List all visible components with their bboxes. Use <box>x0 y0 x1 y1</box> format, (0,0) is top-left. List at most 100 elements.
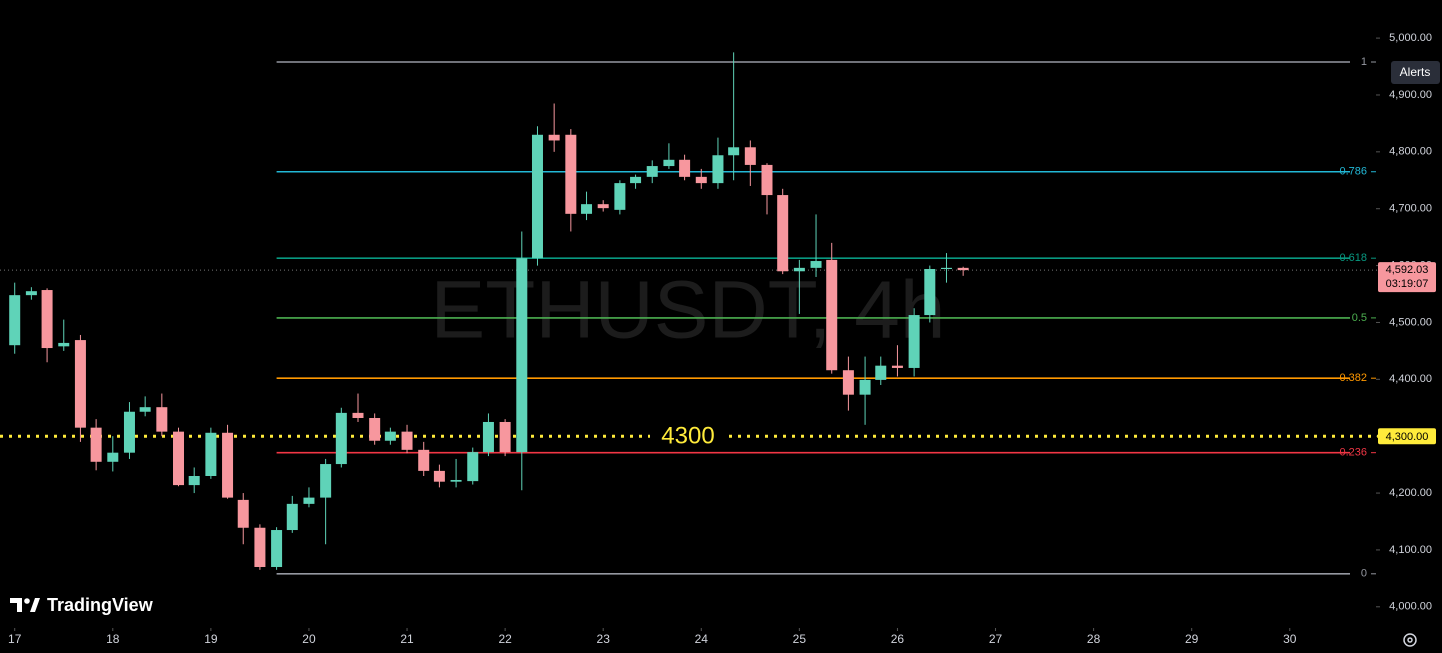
y-tick-label: 4,100.00 <box>1389 544 1432 556</box>
candle-body <box>384 431 396 441</box>
y-tick-label: 4,700.00 <box>1389 203 1432 215</box>
watermark: ETHUSDT, 4h <box>431 265 946 356</box>
candle-body <box>205 432 217 477</box>
alerts-button[interactable]: Alerts <box>1391 61 1440 84</box>
alerts-button-bg <box>1391 61 1440 84</box>
candle-body <box>548 134 560 141</box>
candle-body <box>908 315 920 368</box>
candle-body <box>499 421 511 453</box>
fib-level-label: 0.786 <box>1339 166 1367 178</box>
logo-icon-slash <box>30 598 40 612</box>
last-price-label-bg <box>1378 262 1436 293</box>
y-tick-label: 4,400.00 <box>1389 373 1432 385</box>
candle-body <box>320 464 332 498</box>
candle-body <box>41 290 53 349</box>
alerts-button-label: Alerts <box>1400 65 1431 79</box>
candle-body <box>25 291 37 296</box>
x-tick-label: 23 <box>597 632 611 646</box>
candle-body <box>123 411 135 453</box>
candle-body <box>565 134 577 214</box>
candle-body <box>173 431 185 486</box>
candle-body <box>940 267 952 269</box>
x-tick-label: 29 <box>1185 632 1199 646</box>
y-tick-label: 4,900.00 <box>1389 89 1432 101</box>
logo-text: TradingView <box>47 595 154 615</box>
candle-body <box>679 159 691 177</box>
horizontal-line-text: 4300 <box>661 423 714 450</box>
candle-body <box>924 268 936 316</box>
fib-level-label: 0.236 <box>1339 447 1367 459</box>
x-tick-label: 28 <box>1087 632 1101 646</box>
logo-icon <box>10 598 22 612</box>
candle-body <box>531 134 543 259</box>
x-tick-label: 20 <box>302 632 316 646</box>
candle-body <box>777 195 789 272</box>
gear-ring <box>1403 633 1417 647</box>
fib-level-label: 0.5 <box>1352 312 1367 324</box>
countdown-label: 03:19:07 <box>1386 278 1429 290</box>
candle-body <box>74 340 86 428</box>
x-tick-label: 17 <box>8 632 22 646</box>
candle-body <box>401 431 413 450</box>
candle-body <box>744 147 756 165</box>
candle-body <box>761 164 773 196</box>
y-tick-label: 5,000.00 <box>1389 32 1432 44</box>
candle-body <box>139 407 151 412</box>
x-tick-label: 22 <box>498 632 512 646</box>
candle-body <box>286 503 298 531</box>
candle-body <box>418 449 430 471</box>
logo[interactable]: TradingView <box>10 595 154 615</box>
last-price-label: 4,592.03 <box>1386 264 1429 276</box>
candle-body <box>614 183 626 210</box>
candle-body <box>369 417 381 441</box>
settings-icon[interactable] <box>1403 633 1417 647</box>
logo-icon-dot <box>24 598 30 604</box>
candle-body <box>303 497 315 504</box>
x-tick-label: 18 <box>106 632 120 646</box>
candle-body <box>156 407 168 432</box>
hline-axis-label: 4,300.00 <box>1386 431 1429 443</box>
candle-body <box>695 176 707 184</box>
candle-body <box>712 155 724 184</box>
hline-axis-label-bg <box>1378 428 1436 445</box>
candle-body <box>859 379 871 395</box>
candle-body <box>450 479 462 482</box>
candle-body <box>810 261 822 268</box>
candle-body <box>663 159 675 167</box>
candle-body <box>630 176 642 184</box>
candle-body <box>516 258 528 453</box>
candle-body <box>891 365 903 368</box>
y-tick-label: 4,200.00 <box>1389 487 1432 499</box>
candle-body <box>222 432 234 498</box>
candle-body <box>237 499 249 528</box>
x-tick-label: 19 <box>204 632 218 646</box>
candle-body <box>335 412 347 465</box>
candle-body <box>957 267 969 271</box>
candle-body <box>875 365 887 380</box>
gear-hub <box>1407 637 1413 643</box>
candle-body <box>433 470 445 482</box>
candle-body <box>9 295 21 346</box>
x-tick-label: 26 <box>891 632 905 646</box>
y-tick-label: 4,500.00 <box>1389 316 1432 328</box>
fib-level-label: 0.618 <box>1339 252 1367 264</box>
horizontal-line-text-bg <box>650 422 726 451</box>
candle-body <box>482 421 494 453</box>
y-tick-label: 4,000.00 <box>1389 601 1432 613</box>
candle-body <box>728 147 740 156</box>
candle-body <box>90 427 102 462</box>
fib-level-label: 1 <box>1361 56 1367 68</box>
candle-body <box>352 412 364 418</box>
candle-body <box>467 452 479 482</box>
candle-body <box>597 204 609 209</box>
x-tick-label: 30 <box>1283 632 1297 646</box>
y-tick-label: 4,800.00 <box>1389 146 1432 158</box>
candle-body <box>58 342 70 347</box>
candle-body <box>271 530 283 567</box>
fib-level-label: 0 <box>1361 568 1367 580</box>
candle-body <box>646 166 658 177</box>
candle-body <box>254 527 266 567</box>
x-tick-label: 21 <box>400 632 414 646</box>
